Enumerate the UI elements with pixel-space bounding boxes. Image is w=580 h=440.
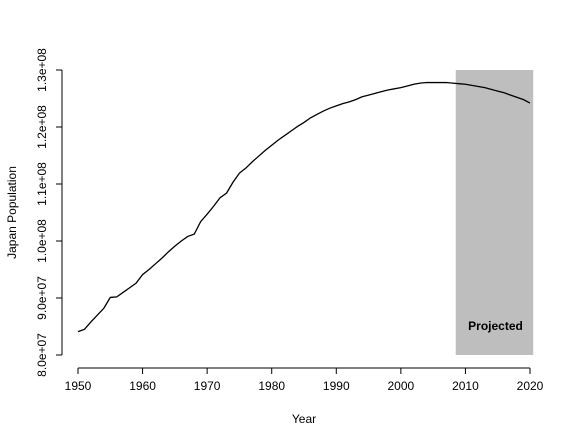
y-tick-label: 1.3e+08	[35, 48, 49, 92]
x-axis-title: Year	[292, 412, 316, 426]
y-tick-label: 8.0e+07	[35, 333, 49, 377]
projection-band	[455, 70, 534, 355]
x-tick-label: 2020	[517, 379, 544, 393]
x-tick-label: 1950	[65, 379, 92, 393]
x-tick-label: 1980	[258, 379, 285, 393]
x-tick-label: 1960	[129, 379, 156, 393]
x-tick-label: 2000	[388, 379, 415, 393]
y-tick-label: 1.0e+08	[35, 219, 49, 263]
x-tick-label: 1990	[323, 379, 350, 393]
axes: 1950 1960 1970 1980 1990 2000 2010 2020 8.0e+07 9…	[35, 48, 544, 393]
projected-annotation-label: Projected	[468, 319, 523, 333]
population-series-line	[77, 81, 531, 333]
x-tick-label: 2010	[452, 379, 479, 393]
y-tick-label: 9.0e+07	[35, 276, 49, 320]
projection-band-layer	[455, 70, 534, 355]
y-axis-title: Japan Population	[5, 166, 19, 259]
y-tick-label: 1.1e+08	[35, 162, 49, 206]
series-layer	[77, 81, 531, 333]
y-tick-label: 1.2e+08	[35, 105, 49, 149]
x-tick-label: 1970	[194, 379, 221, 393]
